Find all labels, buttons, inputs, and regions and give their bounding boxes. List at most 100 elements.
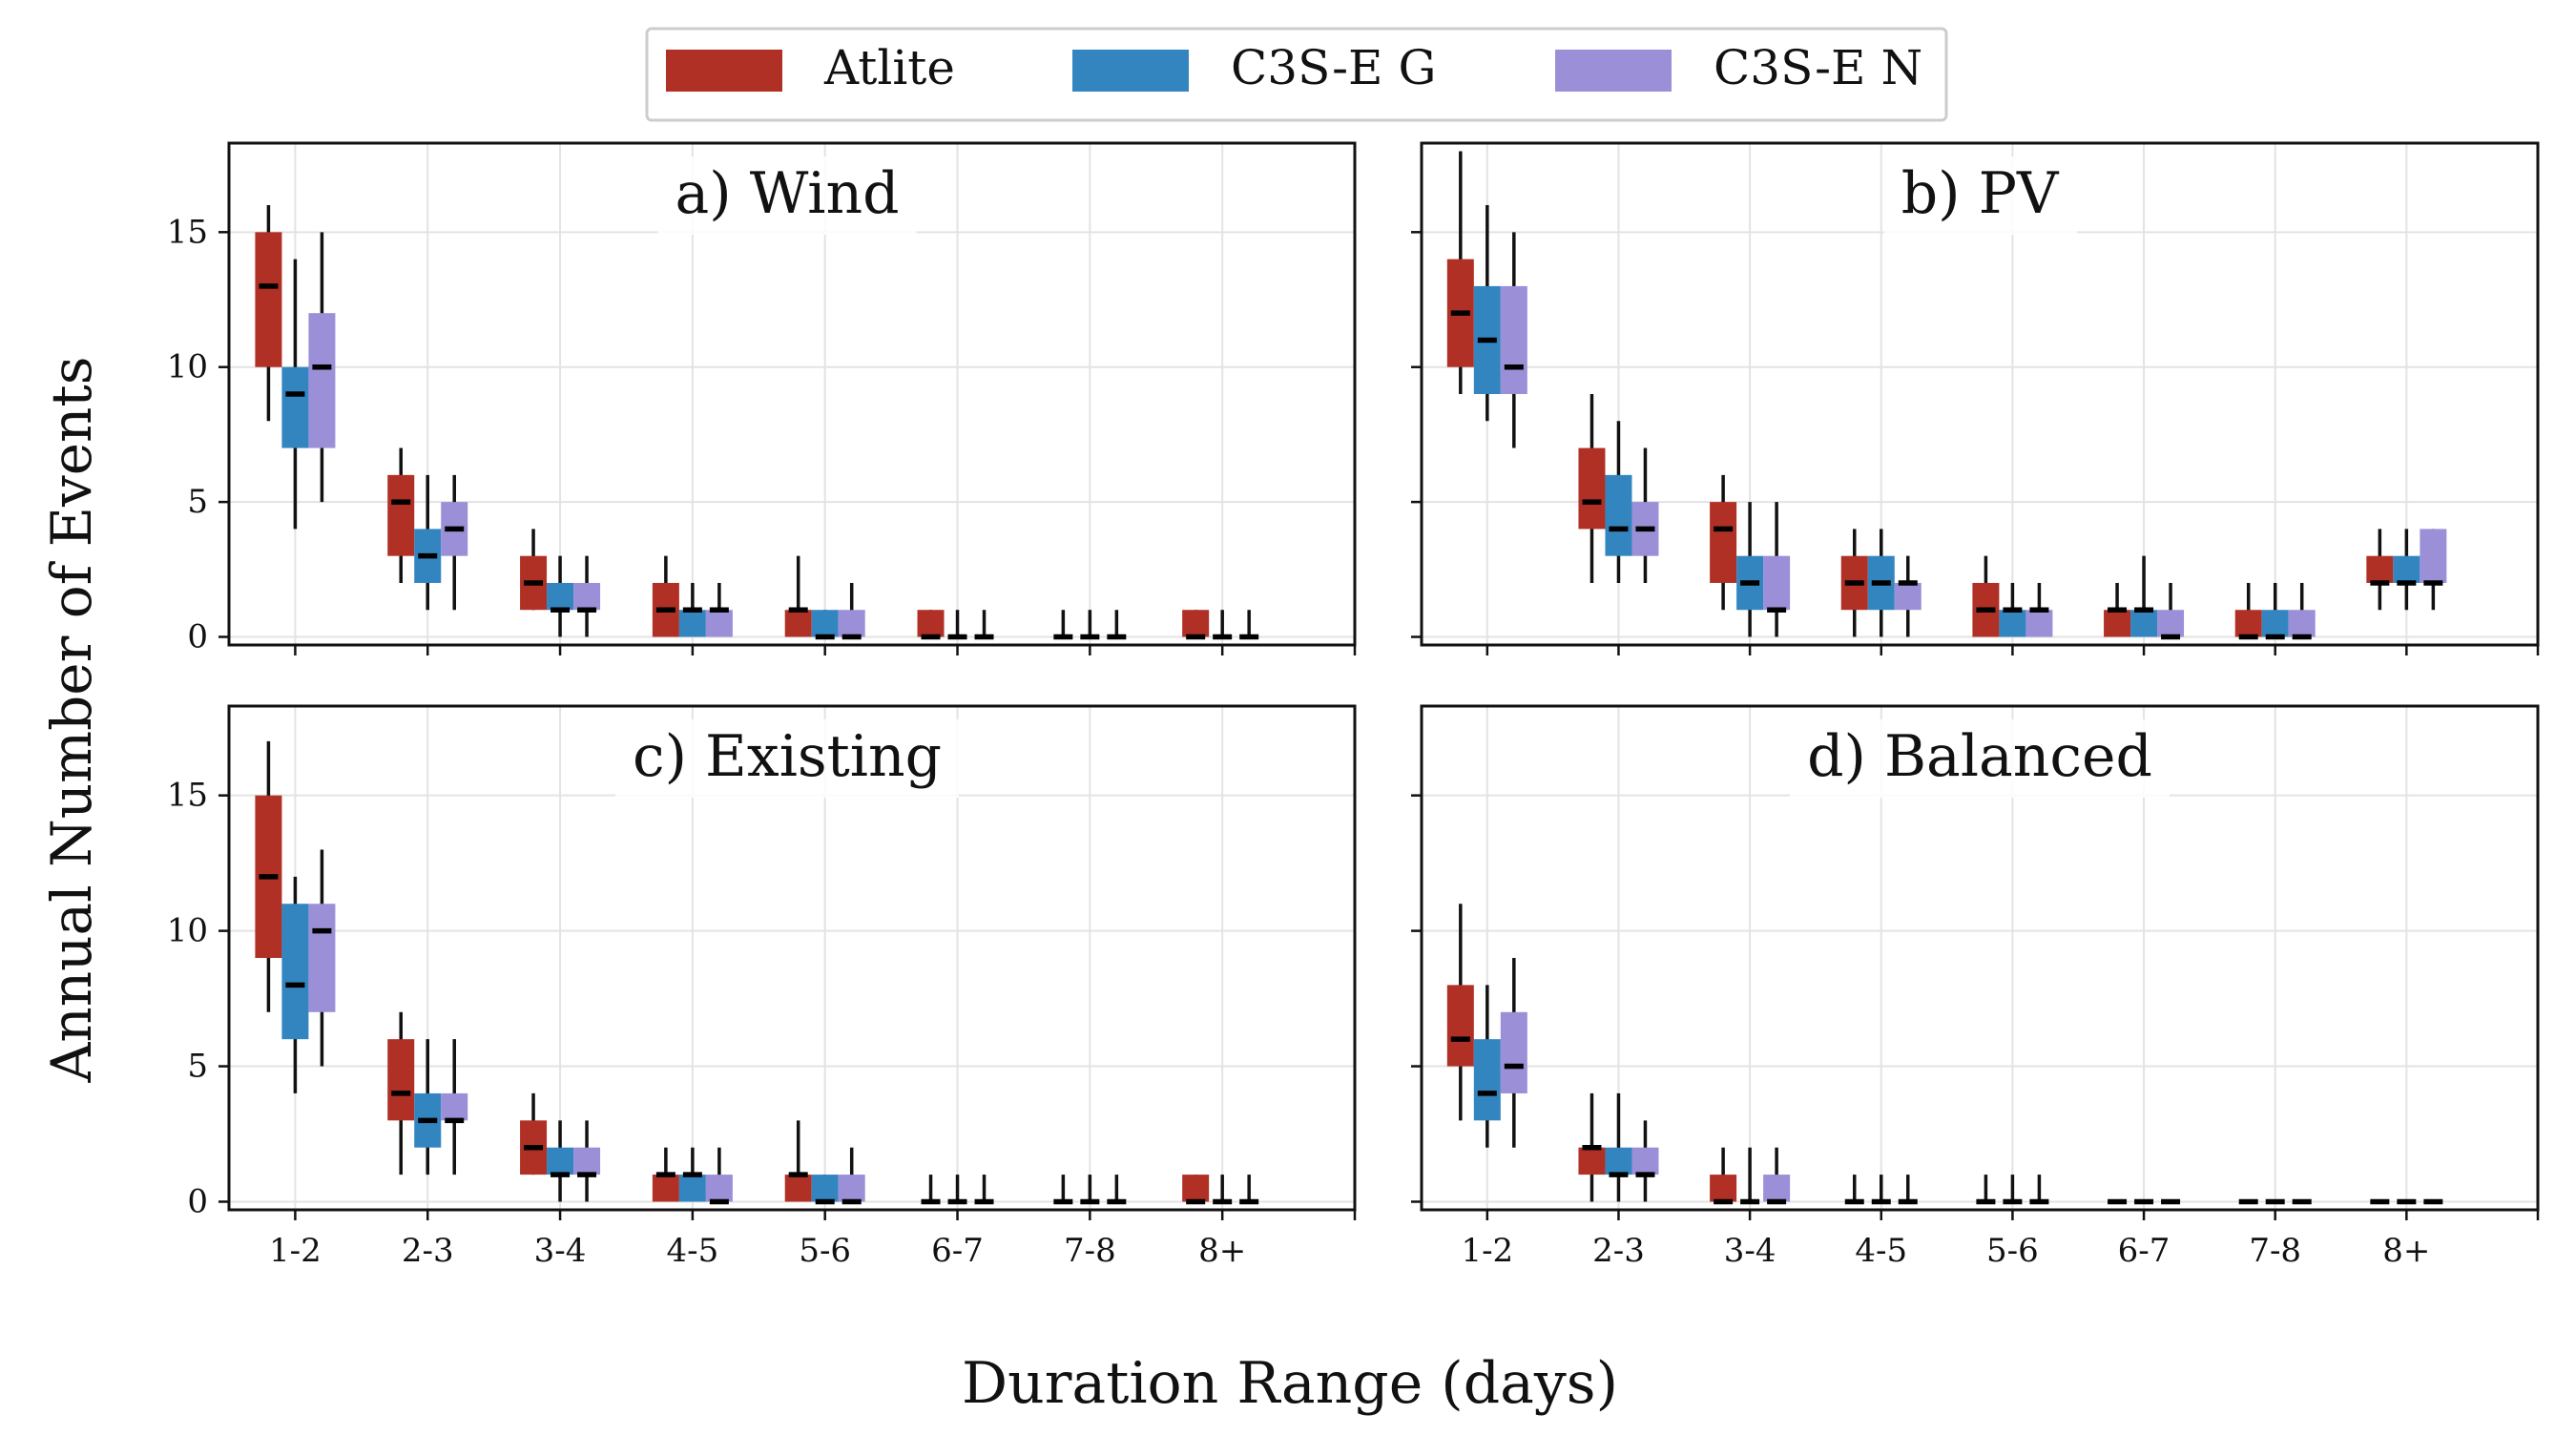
- box-c3s-e-n: [441, 1092, 468, 1121]
- box-c3s-e-g: [2130, 610, 2158, 637]
- box-c3s-e-g: [547, 1147, 574, 1175]
- x-tick-label: 2-3: [402, 1232, 454, 1270]
- box-atlite: [784, 610, 812, 637]
- x-tick-label: 2-3: [1592, 1232, 1645, 1270]
- box-c3s-e-n: [2157, 610, 2185, 637]
- legend-label-c3s-e-g: C3S-E G: [1231, 40, 1436, 95]
- x-tick-label: 7-8: [2249, 1232, 2301, 1270]
- box-c3s-e-g: [547, 582, 574, 611]
- box-atlite: [1182, 610, 1210, 637]
- box-c3s-e-n: [308, 313, 336, 448]
- box-c3s-e-n: [1631, 1147, 1659, 1175]
- x-tick-label: 8+: [1198, 1232, 1246, 1270]
- x-tick-label: 3-4: [1724, 1232, 1776, 1270]
- plot-frame: [227, 704, 1357, 1212]
- box-atlite: [1710, 502, 1737, 583]
- box-atlite: [784, 1175, 812, 1202]
- title-backdrop: [1883, 156, 2077, 235]
- legend: Atlite C3S-E G C3S-E N: [645, 27, 1948, 122]
- x-tick-label: 4-5: [1855, 1232, 1907, 1270]
- y-axis-label: Annual Number of Events: [39, 357, 104, 1084]
- box-c3s-e-n: [308, 904, 336, 1012]
- x-tick-label: 1-2: [269, 1232, 322, 1270]
- box-c3s-e-n: [705, 610, 733, 637]
- y-tick-label: 15: [167, 777, 208, 815]
- panel-title-pv: b) PV: [1901, 160, 2060, 227]
- box-atlite: [2104, 610, 2131, 637]
- box-c3s-e-g: [811, 610, 839, 637]
- box-atlite: [652, 1175, 679, 1202]
- box-c3s-e-n: [573, 1147, 601, 1175]
- y-tick-label: 5: [187, 483, 208, 521]
- title-backdrop: [614, 719, 960, 798]
- x-tick-label: 5-6: [1986, 1232, 2039, 1270]
- title-backdrop: [1790, 719, 2170, 798]
- box-atlite: [1578, 447, 1606, 530]
- plot-frame: [1420, 141, 2540, 647]
- panel-existing: c) Existing 0 5 10 15 1-2 2-3 3-4 4-5 5-6 6-7 7-8 8…: [167, 704, 1357, 1270]
- box-c3s-e-g: [2393, 555, 2420, 583]
- panel-balanced: d) Balanced 1-2 2-3 3-4 4-5 5-6 6-7 7-8 8+: [1411, 704, 2540, 1270]
- box-c3s-e-n: [705, 1175, 733, 1202]
- box-c3s-e-n: [1500, 285, 1527, 394]
- box-c3s-e-g: [811, 1175, 839, 1202]
- y-tick-label: 10: [167, 912, 208, 950]
- box-atlite: [1710, 1175, 1737, 1202]
- box-c3s-e-g: [1605, 474, 1632, 556]
- box-atlite: [387, 1039, 415, 1121]
- x-axis-label: Duration Range (days): [962, 1350, 1618, 1417]
- x-tick-label: 7-8: [1064, 1232, 1116, 1270]
- box-c3s-e-n: [1500, 1011, 1527, 1093]
- y-tick-label: 10: [167, 348, 208, 386]
- legend-swatch-c3s-e-g: [1072, 50, 1189, 92]
- x-tick-label: 1-2: [1461, 1232, 1513, 1270]
- box-c3s-e-n: [2288, 610, 2316, 637]
- y-tick-label: 0: [187, 618, 208, 656]
- plot-frame: [1420, 704, 2540, 1212]
- box-c3s-e-n: [2420, 529, 2447, 583]
- title-backdrop: [657, 156, 917, 235]
- box-atlite: [255, 232, 282, 367]
- y-tick-label: 5: [187, 1048, 208, 1086]
- box-atlite: [2234, 610, 2262, 637]
- panel-title-existing: c) Existing: [633, 723, 942, 790]
- box-c3s-e-g: [2261, 610, 2289, 637]
- x-tick-label: 5-6: [799, 1232, 851, 1270]
- x-tick-label: 6-7: [931, 1232, 984, 1270]
- box-atlite: [387, 474, 415, 556]
- panel-title-balanced: d) Balanced: [1807, 723, 2152, 790]
- box-atlite: [2366, 555, 2394, 583]
- box-atlite: [1182, 1175, 1210, 1202]
- box-c3s-e-n: [573, 582, 601, 611]
- box-c3s-e-g: [678, 610, 706, 637]
- legend-label-c3s-e-n: C3S-E N: [1714, 40, 1922, 95]
- y-tick-label: 15: [167, 213, 208, 251]
- box-c3s-e-n: [1763, 555, 1791, 611]
- box-c3s-e-n: [2025, 610, 2053, 637]
- plot-frame: [227, 141, 1357, 647]
- box-c3s-e-g: [281, 904, 309, 1040]
- box-c3s-e-n: [838, 1175, 865, 1202]
- box-atlite: [1578, 1147, 1606, 1175]
- box-c3s-e-g: [281, 366, 309, 448]
- panel-wind: a) Wind 0 5 10 15: [167, 141, 1357, 656]
- box-c3s-e-g: [1605, 1147, 1632, 1175]
- box-c3s-e-g: [1999, 610, 2026, 637]
- box-c3s-e-n: [838, 610, 865, 637]
- box-c3s-e-n: [1763, 1175, 1791, 1202]
- box-c3s-e-g: [1473, 1039, 1501, 1121]
- box-c3s-e-g: [678, 1175, 706, 1202]
- legend-label-atlite: Atlite: [823, 40, 955, 95]
- x-tick-label: 3-4: [534, 1232, 587, 1270]
- y-tick-label: 0: [187, 1182, 208, 1220]
- x-tick-label: 4-5: [666, 1232, 718, 1270]
- box-atlite: [917, 610, 945, 637]
- x-tick-label: 6-7: [2118, 1232, 2171, 1270]
- legend-swatch-c3s-e-n: [1555, 50, 1672, 92]
- panel-title-wind: a) Wind: [675, 160, 899, 227]
- panel-pv: b) PV: [1411, 141, 2540, 655]
- legend-swatch-atlite: [666, 50, 782, 92]
- box-c3s-e-n: [1894, 582, 1922, 611]
